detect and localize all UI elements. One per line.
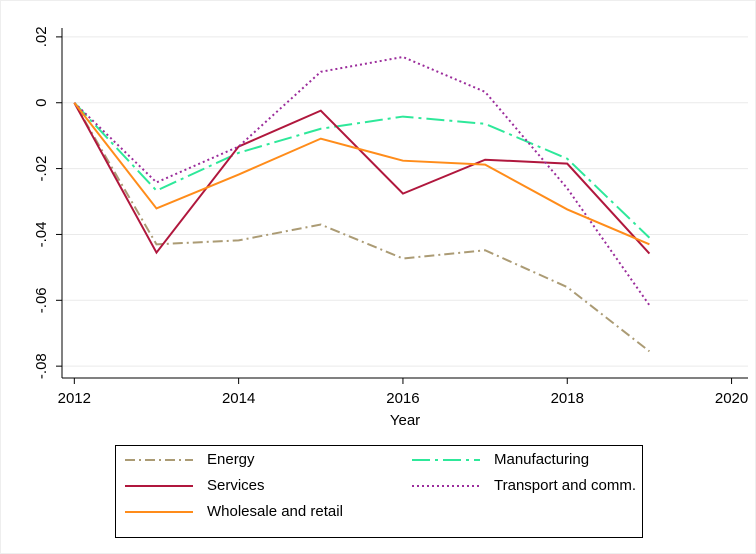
- series-line: [73, 55, 651, 306]
- series-line: [73, 102, 651, 353]
- y-tick-label: 0: [33, 99, 50, 107]
- x-tick-label: 2014: [222, 390, 255, 407]
- legend-label: Energy: [207, 451, 255, 468]
- x-tick-label: 2018: [551, 390, 584, 407]
- legend-box: [115, 445, 643, 538]
- legend-label: Manufacturing: [494, 451, 589, 468]
- legend-label: Wholesale and retail: [207, 503, 343, 520]
- x-tick-label: 2020: [715, 390, 748, 407]
- x-tick-label: 2012: [58, 390, 91, 407]
- x-axis-title: Year: [390, 412, 420, 429]
- y-tick-label: -.06: [33, 287, 50, 313]
- series-line: [73, 102, 651, 239]
- y-tick-label: .02: [33, 26, 50, 47]
- x-tick-label: 2016: [386, 390, 419, 407]
- series-line: [73, 102, 651, 255]
- y-tick-label: -.04: [33, 222, 50, 248]
- y-tick-label: -.02: [33, 156, 50, 182]
- legend-label: Transport and comm.: [494, 477, 636, 494]
- y-tick-label: -.08: [33, 353, 50, 379]
- legend-label: Services: [207, 477, 265, 494]
- series-line: [73, 102, 650, 246]
